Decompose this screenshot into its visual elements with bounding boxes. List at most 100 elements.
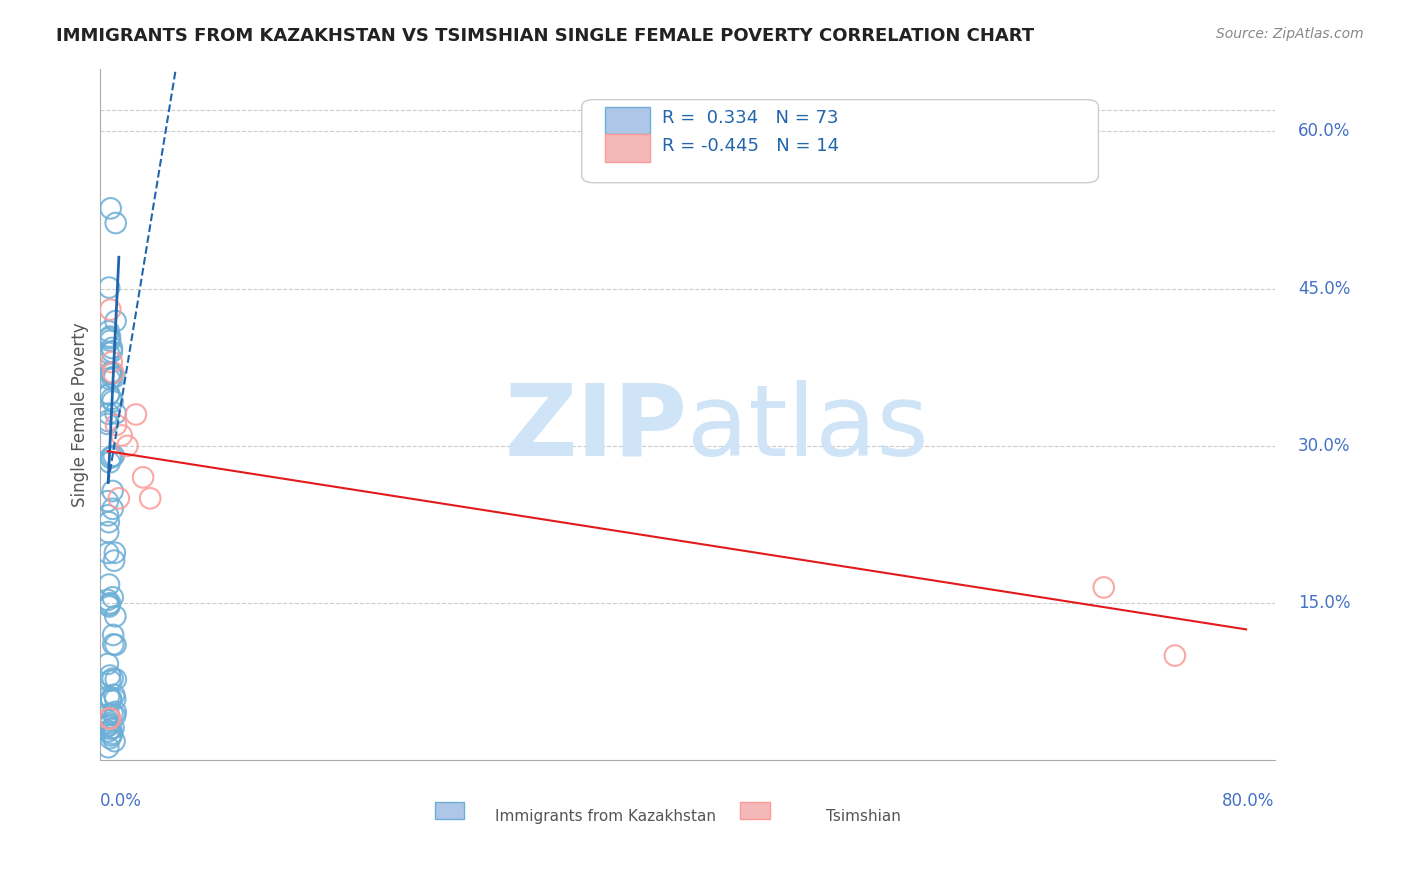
Point (104, 216, 127, 230)
FancyBboxPatch shape (434, 802, 464, 819)
Point (98, 280, 121, 294)
Point (101, 501, 124, 516)
Point (103, 734, 125, 748)
Point (108, 491, 131, 506)
Text: Tsimshian: Tsimshian (827, 809, 901, 824)
Point (104, 673, 127, 687)
Point (98, 387, 121, 401)
Point (100, 691, 122, 706)
FancyBboxPatch shape (605, 135, 650, 162)
Point (103, 449, 125, 463)
Point (101, 483, 124, 498)
Point (101, 706, 124, 721)
Point (97, 724, 120, 739)
Point (117, 439, 139, 453)
Point (97, 508, 120, 523)
Text: Source: ZipAtlas.com: Source: ZipAtlas.com (1216, 27, 1364, 41)
Point (100, 722, 122, 736)
Point (104, 609, 127, 624)
Point (104, 546, 127, 560)
Point (98, 331, 121, 345)
Point (100, 728, 122, 742)
Point (101, 341, 124, 355)
Point (111, 428, 134, 442)
Point (98, 387, 121, 401)
FancyBboxPatch shape (582, 100, 1098, 183)
Point (103, 637, 125, 651)
Text: 15.0%: 15.0% (1298, 594, 1351, 612)
Text: R =  0.334   N = 73: R = 0.334 N = 73 (662, 110, 838, 128)
Text: Immigrants from Kazakhstan: Immigrants from Kazakhstan (495, 809, 716, 824)
Point (1164, 648, 1187, 663)
Point (103, 554, 125, 568)
Point (98, 455, 121, 469)
FancyBboxPatch shape (605, 106, 650, 135)
Point (97, 346, 120, 360)
Point (97, 324, 120, 338)
Point (100, 450, 122, 464)
Text: R = -0.445   N = 14: R = -0.445 N = 14 (662, 137, 839, 155)
Point (97, 707, 120, 722)
Point (101, 344, 124, 359)
Text: 0.0%: 0.0% (100, 791, 142, 810)
Point (100, 202, 122, 216)
Point (98, 718, 121, 732)
Point (98, 599, 121, 614)
Point (98, 673, 121, 688)
Point (98, 731, 121, 746)
Point (97, 407, 120, 421)
Point (101, 628, 124, 642)
Point (98, 596, 121, 610)
Point (98, 668, 121, 682)
Point (97, 716, 120, 731)
Point (97, 740, 120, 755)
Point (100, 450, 122, 465)
Point (103, 688, 125, 702)
Text: atlas: atlas (688, 380, 929, 477)
Point (101, 672, 124, 686)
Point (97, 711, 120, 725)
Text: IMMIGRANTS FROM KAZAKHSTAN VS TSIMSHIAN SINGLE FEMALE POVERTY CORRELATION CHART: IMMIGRANTS FROM KAZAKHSTAN VS TSIMSHIAN … (56, 27, 1035, 45)
Point (100, 392, 122, 406)
Point (103, 721, 125, 735)
Point (97, 525, 120, 540)
Point (100, 355, 122, 369)
Point (100, 693, 122, 707)
FancyBboxPatch shape (741, 802, 769, 819)
Point (98, 329, 121, 343)
Point (98, 334, 121, 348)
Text: ZIP: ZIP (505, 380, 688, 477)
Point (101, 366, 124, 380)
Point (104, 708, 127, 723)
Point (97, 494, 120, 508)
Text: 45.0%: 45.0% (1298, 280, 1350, 298)
Point (96, 417, 118, 431)
Point (104, 406, 127, 420)
Point (97, 515, 120, 529)
Point (104, 638, 127, 652)
Point (101, 370, 124, 384)
Point (97, 719, 120, 733)
Point (98, 711, 121, 725)
Point (101, 726, 124, 740)
Point (97, 690, 120, 704)
Point (98, 598, 121, 612)
Point (103, 370, 125, 384)
Point (104, 314, 127, 328)
Y-axis label: Single Female Poverty: Single Female Poverty (72, 322, 89, 507)
Point (97, 657, 120, 671)
Point (139, 491, 162, 506)
Point (101, 591, 124, 605)
Point (97, 546, 120, 560)
Point (105, 417, 128, 432)
Point (104, 705, 127, 719)
Point (1092, 581, 1115, 595)
Point (100, 367, 122, 381)
Point (97, 714, 120, 728)
Point (97, 593, 120, 607)
Point (101, 394, 124, 409)
Point (98, 372, 121, 386)
Text: 30.0%: 30.0% (1298, 437, 1351, 455)
Text: 60.0%: 60.0% (1298, 122, 1350, 140)
Point (104, 692, 127, 706)
